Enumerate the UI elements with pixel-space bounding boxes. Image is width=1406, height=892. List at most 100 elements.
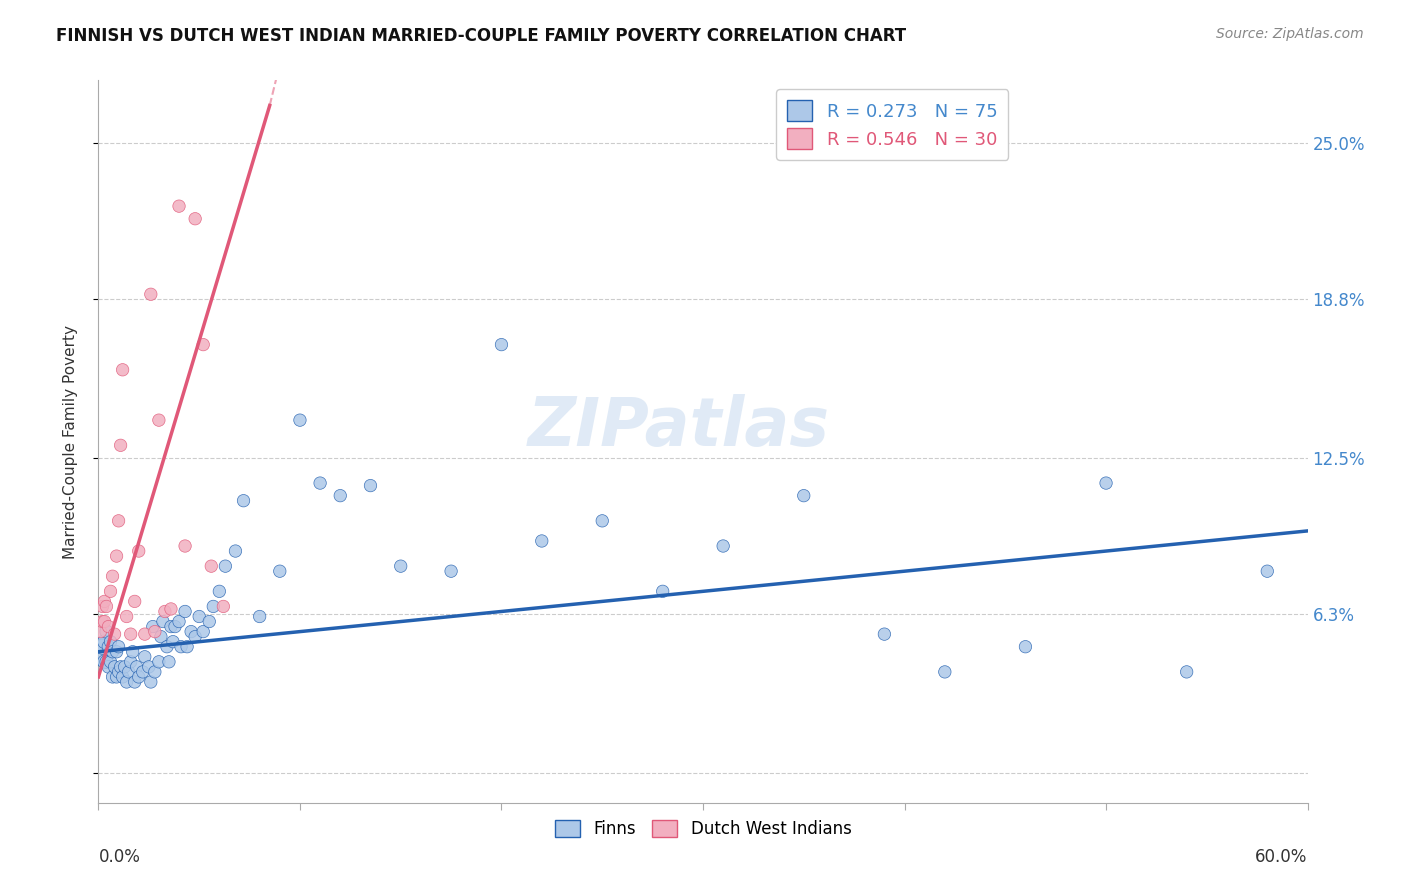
Point: [100, 655, 122, 669]
Point: [389, 559, 412, 574]
Point: [873, 627, 896, 641]
Point: [91, 599, 114, 614]
Point: [114, 660, 136, 674]
Point: [200, 559, 222, 574]
Point: [93, 615, 115, 629]
Point: [156, 640, 179, 654]
Point: [193, 337, 215, 351]
Point: [249, 609, 271, 624]
Point: [157, 655, 180, 669]
Point: [120, 655, 142, 669]
Point: [1175, 665, 1198, 679]
Point: [1095, 476, 1118, 491]
Point: [101, 645, 124, 659]
Point: [288, 413, 311, 427]
Point: [91, 615, 114, 629]
Point: [125, 660, 148, 674]
Point: [214, 559, 236, 574]
Point: [149, 630, 172, 644]
Point: [793, 489, 815, 503]
Point: [120, 627, 142, 641]
Point: [143, 624, 166, 639]
Point: [651, 584, 673, 599]
Text: ZIPatlas: ZIPatlas: [527, 394, 830, 460]
Point: [148, 655, 170, 669]
Point: [96, 599, 118, 614]
Point: [118, 665, 141, 679]
Point: [232, 493, 254, 508]
Point: [180, 624, 202, 639]
Point: [139, 287, 162, 301]
Point: [167, 199, 190, 213]
Point: [184, 630, 207, 644]
Point: [212, 599, 235, 614]
Point: [111, 670, 134, 684]
Point: [89, 624, 111, 639]
Point: [143, 665, 166, 679]
Point: [124, 675, 146, 690]
Point: [103, 660, 125, 674]
Point: [134, 649, 156, 664]
Point: [170, 640, 193, 654]
Point: [97, 640, 120, 654]
Point: [101, 569, 124, 583]
Text: 0.0%: 0.0%: [98, 848, 141, 866]
Point: [93, 655, 115, 669]
Point: [152, 615, 174, 629]
Point: [160, 619, 183, 633]
Point: [198, 615, 221, 629]
Point: [100, 584, 122, 599]
Point: [934, 665, 956, 679]
Point: [139, 675, 162, 690]
Point: [591, 514, 613, 528]
Point: [89, 645, 111, 659]
Point: [269, 564, 291, 578]
Point: [711, 539, 734, 553]
Point: [111, 363, 134, 377]
Point: [202, 599, 225, 614]
Point: [132, 665, 155, 679]
Text: FINNISH VS DUTCH WEST INDIAN MARRIED-COUPLE FAMILY POVERTY CORRELATION CHART: FINNISH VS DUTCH WEST INDIAN MARRIED-COU…: [56, 27, 907, 45]
Point: [138, 660, 160, 674]
Point: [110, 660, 132, 674]
Text: 60.0%: 60.0%: [1256, 848, 1308, 866]
Point: [160, 602, 183, 616]
Point: [174, 539, 197, 553]
Point: [1256, 564, 1278, 578]
Point: [174, 605, 197, 619]
Point: [115, 675, 138, 690]
Point: [115, 609, 138, 624]
Point: [107, 665, 129, 679]
Point: [128, 544, 150, 558]
Point: [329, 489, 352, 503]
Point: [162, 634, 184, 648]
Point: [96, 624, 118, 639]
Point: [107, 640, 129, 654]
Point: [105, 549, 128, 563]
Point: [208, 584, 231, 599]
Point: [101, 670, 124, 684]
Point: [142, 619, 165, 633]
Point: [530, 533, 553, 548]
Point: [93, 634, 115, 648]
Point: [105, 645, 128, 659]
Point: [491, 337, 513, 351]
Point: [176, 640, 198, 654]
Point: [105, 670, 128, 684]
Point: [134, 627, 156, 641]
Point: [167, 615, 190, 629]
Point: [163, 619, 186, 633]
Y-axis label: Married-Couple Family Poverty: Married-Couple Family Poverty: [63, 325, 77, 558]
Point: [128, 670, 150, 684]
Point: [440, 564, 463, 578]
Point: [100, 634, 122, 648]
Point: [96, 655, 118, 669]
Point: [360, 478, 382, 492]
Point: [121, 645, 143, 659]
Point: [1014, 640, 1036, 654]
Point: [93, 594, 115, 608]
Text: Source: ZipAtlas.com: Source: ZipAtlas.com: [1216, 27, 1364, 41]
Legend: Finns, Dutch West Indians: Finns, Dutch West Indians: [548, 814, 858, 845]
Point: [124, 594, 146, 608]
Point: [103, 627, 125, 641]
